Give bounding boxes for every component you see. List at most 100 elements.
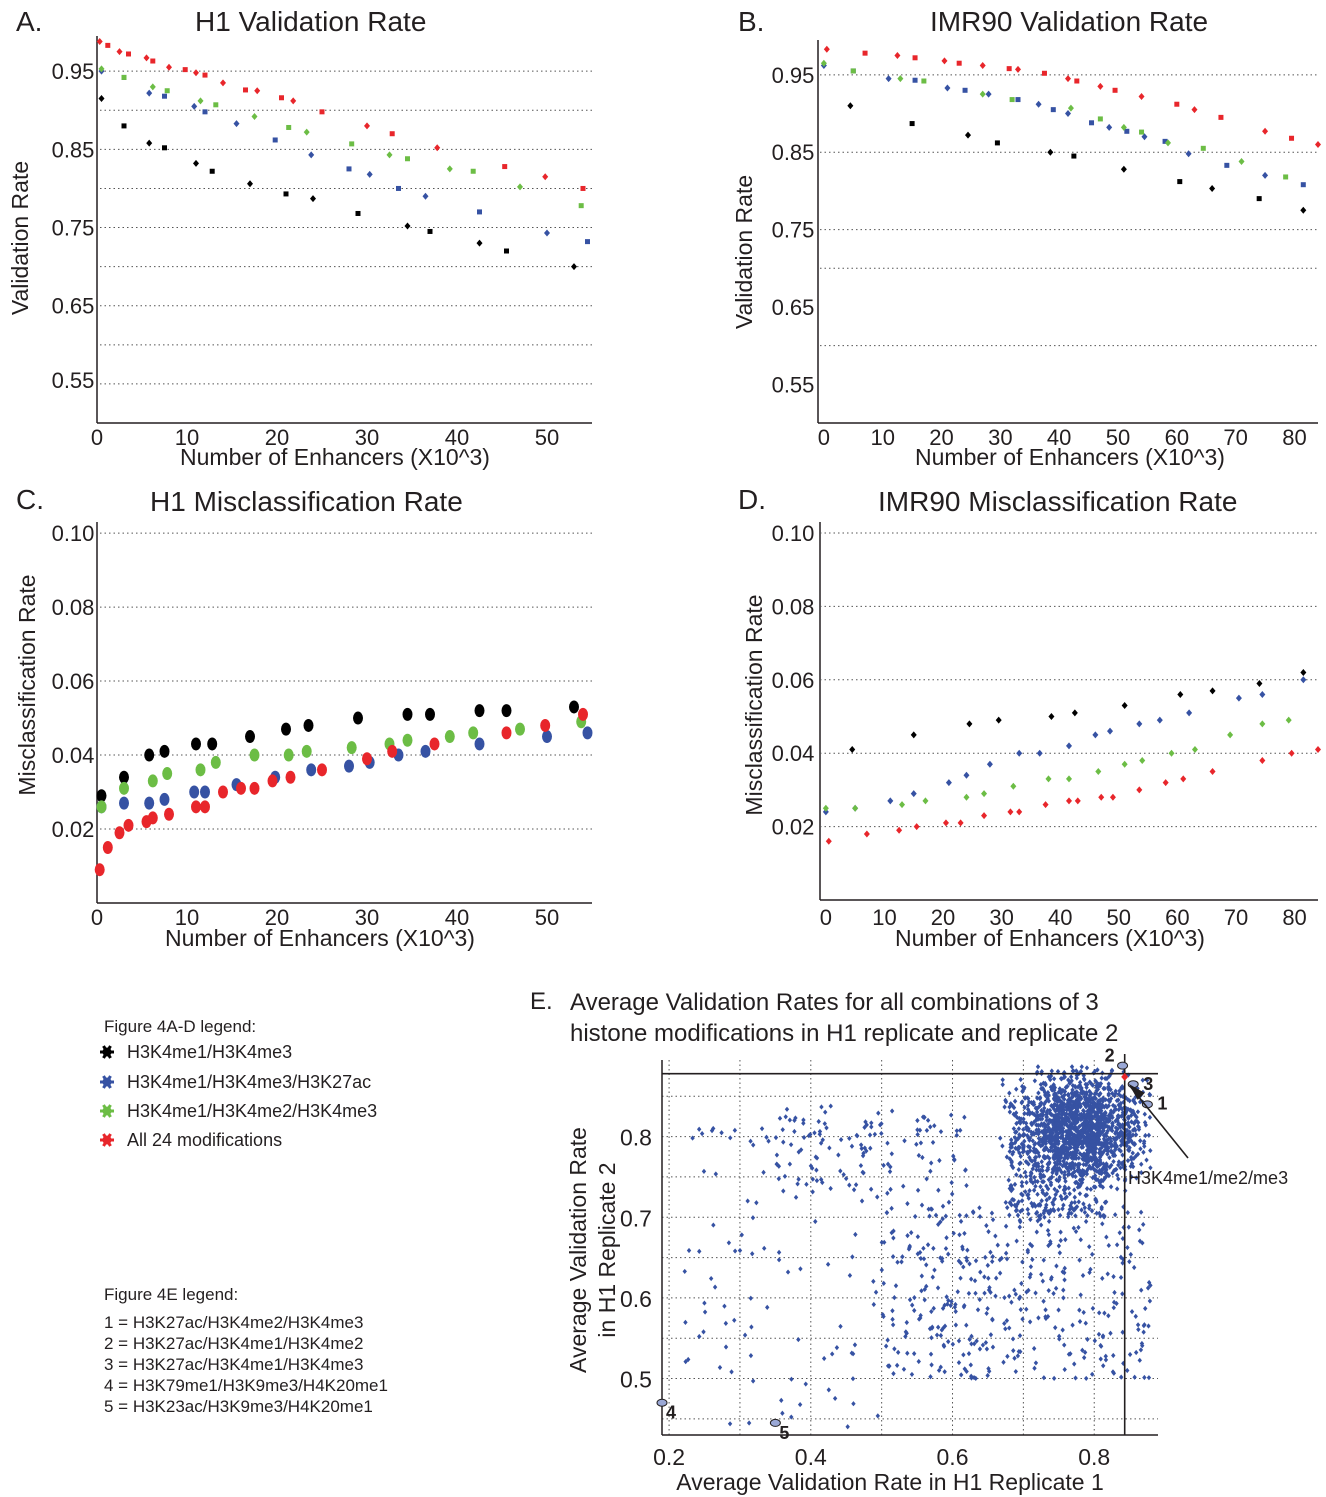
chart-e-point-1618 [1068,1203,1073,1209]
chart-e-point-1187 [1107,1099,1112,1105]
chart-e-point-1877 [810,1176,815,1182]
chart-e-point-2406 [871,1278,876,1284]
chart-e-point-1422 [1025,1111,1030,1117]
chart-e-point-1016 [1130,1150,1135,1156]
chart-e-point-2097 [1025,1249,1031,1255]
chart-e-point-1712 [1036,1213,1042,1219]
chart-a-point-black-7 [283,191,289,197]
chart-d-point-green-4 [963,793,970,801]
chart-e-point-1201 [1026,1099,1032,1105]
chart-e-point-1028 [1050,1120,1056,1126]
chart-e-point-2331 [785,1269,791,1275]
chart-e-point-920 [1096,1136,1102,1142]
chart-e-point-1259 [1108,1135,1113,1141]
chart-e-point-1310 [1036,1104,1041,1110]
chart-e-point-1363 [1114,1136,1119,1142]
chart-c-y-tick-label-3: 0.04 [52,743,95,768]
chart-e-point-2224 [958,1218,964,1224]
chart-e-point-1313 [1125,1120,1131,1126]
chart-e-point-514 [1106,1084,1111,1090]
chart-a-point-red-13 [279,95,284,101]
chart-e-point-2181 [890,1254,896,1260]
chart-e-point-649 [1104,1076,1110,1082]
chart-d-x-tick-label-3: 30 [989,905,1013,930]
chart-e-point-225 [1106,1103,1111,1109]
chart-c-point-green-1 [119,781,129,795]
chart-e-point-2228 [966,1290,972,1297]
chart-e-point-1814 [930,1139,936,1146]
chart-e-point-1634 [1057,1184,1062,1190]
chart-e-point-730 [1115,1172,1120,1178]
chart-e-point-206 [1083,1104,1089,1110]
chart-e-point-2216 [1092,1338,1098,1344]
chart-e-point-1721 [1037,1153,1042,1159]
chart-e-point-939 [1055,1113,1060,1119]
chart-e-point-2030 [987,1368,992,1374]
chart-e-point-2122 [1077,1318,1083,1325]
chart-e-point-2139 [972,1341,977,1347]
chart-e-labeled-point-4 [656,1398,668,1407]
chart-e-point-808 [1096,1099,1101,1105]
chart-a-point-red-17 [389,131,395,137]
chart-e-point-2419 [780,1410,785,1416]
chart-d-point-blue-8 [1036,749,1043,757]
chart-e-point-2029 [1060,1206,1065,1212]
chart-e-point-1569 [1008,1200,1013,1206]
chart-e-point-2350 [808,1163,814,1169]
chart-e-point-1815 [806,1133,812,1139]
chart-e-point-889 [1055,1068,1061,1075]
chart-e-point-1027 [1059,1109,1064,1115]
chart-d-point-red-5 [957,819,964,827]
chart-c-point-black-5 [207,737,218,751]
chart-e-point-1663 [1028,1169,1034,1176]
chart-e-point-1847 [792,1128,797,1135]
chart-e-point-2313 [1139,1287,1144,1293]
chart-e-point-1918 [993,1275,999,1281]
chart-a-point-green-7 [286,124,292,130]
chart-e-point-1036 [1007,1148,1012,1155]
chart-e-point-1132 [1044,1133,1050,1139]
chart-e-point-1782 [1038,1137,1044,1143]
chart-e-point-1931 [983,1254,988,1261]
chart-d-x-axis-label: Number of Enhancers (X10^3) [895,925,1205,951]
chart-e-point-1113 [1045,1166,1051,1173]
chart-a-point-red-5 [150,58,156,64]
chart-e-point-1672 [1064,1194,1069,1200]
chart-e-point-421 [1127,1145,1132,1151]
chart-b-point-black-8 [1209,185,1216,193]
chart-e-point-1330 [1059,1144,1065,1150]
chart-e-point-2079 [1097,1210,1102,1216]
chart-e-point-2360 [825,1261,831,1267]
chart-c-point-green-4 [195,763,206,777]
chart-e-point-1214 [1043,1092,1048,1099]
chart-e-point-1628 [1077,1168,1082,1175]
chart-e-point-2096 [891,1371,896,1377]
chart-e-point-844 [1129,1160,1135,1167]
chart-e-point-1056 [1097,1091,1102,1097]
chart-b-y-tick-label-1: 0.85 [772,140,815,165]
chart-e-point-1272 [1147,1092,1153,1098]
chart-e-point-2287 [966,1351,972,1357]
chart-c-point-blue-5 [200,785,210,799]
chart-e-point-1361 [1108,1126,1114,1132]
chart-e-point-1564 [1094,1210,1099,1216]
chart-e-point-962 [1095,1086,1101,1092]
chart-e-point-1562 [1010,1151,1015,1157]
chart-d-point-blue-11 [1107,727,1114,735]
chart-e-point-1467 [1115,1121,1121,1127]
chart-a-point-red-6 [166,63,172,71]
chart-a-point-blue-5 [202,109,208,115]
chart-e-point-2171 [1013,1208,1019,1214]
chart-e-point-2108 [1112,1212,1118,1218]
chart-e-point-1502 [1064,1140,1069,1146]
chart-b-point-blue-14 [1141,133,1148,141]
chart-e-point-1904 [988,1332,994,1338]
chart-e-point-1198 [1078,1086,1084,1093]
chart-e-point-2365 [850,1376,856,1382]
chart-d-point-green-11 [1139,757,1146,765]
chart-e-point-1487 [1026,1211,1031,1217]
chart-e-point-2039 [942,1323,948,1329]
chart-e-point-2198 [985,1305,990,1312]
chart-e-point-268 [1131,1155,1137,1162]
